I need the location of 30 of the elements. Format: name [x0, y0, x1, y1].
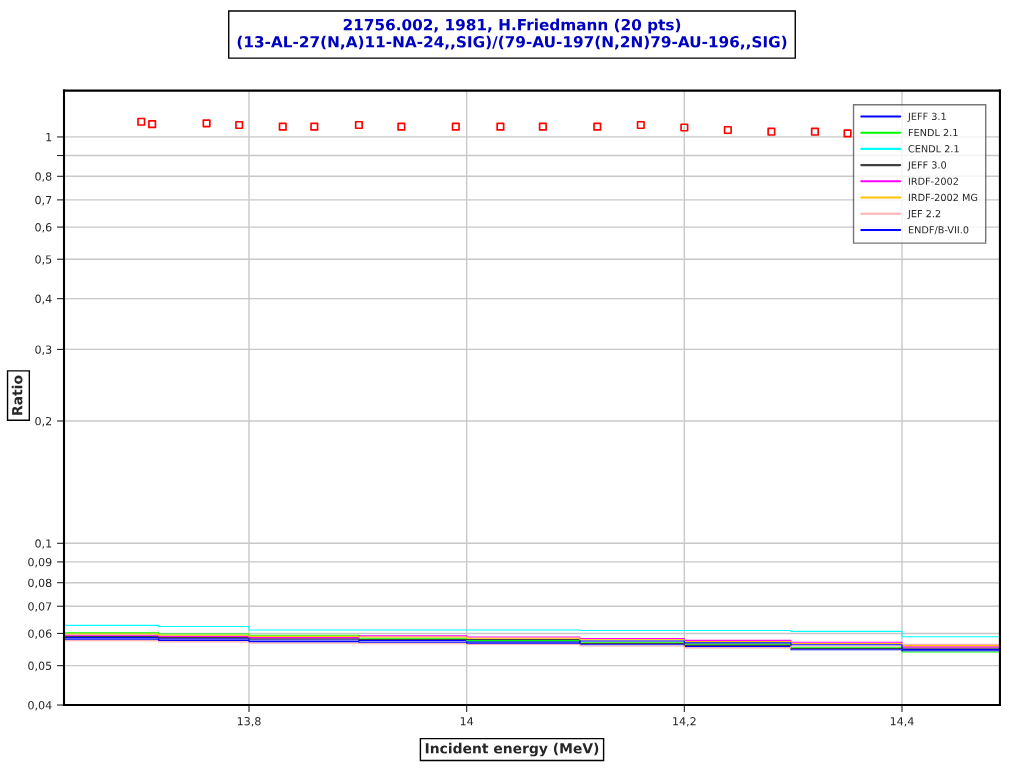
legend-label: JEFF 3.1: [907, 112, 946, 122]
y-tick-label: 0,3: [35, 345, 52, 355]
y-tick-label: 0,08: [28, 578, 52, 589]
chart-title: 21756.002, 1981, H.Friedmann (20 pts) (13-AL-27(N,A)11-NA-24,,SIG)/(79-AU-197(N,2N)79-AU-196,,SIG): [237, 18, 787, 50]
x-tick-label: 14,2: [673, 717, 696, 727]
y-tick-label: 1: [46, 133, 52, 142]
y-tick-label: 0,4: [35, 294, 52, 305]
y-tick-label: 0,09: [28, 557, 52, 568]
x-tick-label: 13,8: [237, 717, 261, 727]
legend-label: IRDF-2002: [908, 177, 958, 185]
y-tick-label: 0,7: [35, 195, 52, 206]
x-tick-label: 14,4: [890, 717, 914, 727]
y-tick-label: 0,5: [35, 255, 52, 265]
y-tick-label: 0,1: [35, 539, 52, 549]
legend-label: FENDL 2.1: [908, 128, 958, 137]
x-axis-title: Incident energy (MeV): [425, 742, 599, 757]
y-tick-label: 0,06: [28, 629, 52, 639]
legend-label: CENDL 2.1: [908, 145, 959, 153]
y-tick-label: 0,07: [28, 602, 52, 612]
y-tick-label: 0,6: [35, 223, 52, 233]
y-tick-label: 0,2: [35, 416, 52, 427]
y-tick-label: 0,05: [28, 661, 52, 672]
y-tick-label: 0,8: [35, 172, 52, 182]
legend-label: ENDF/B-VII.0: [908, 226, 969, 235]
legend-label: IRDF-2002 MG: [908, 193, 978, 202]
x-tick-label: 14: [460, 717, 474, 726]
legend-label: JEFF 3.0: [907, 161, 947, 171]
legend-label: JEF 2.2: [907, 209, 941, 220]
y-tick-label: 0,04: [28, 701, 52, 711]
y-axis-title: Ratio: [11, 375, 23, 415]
